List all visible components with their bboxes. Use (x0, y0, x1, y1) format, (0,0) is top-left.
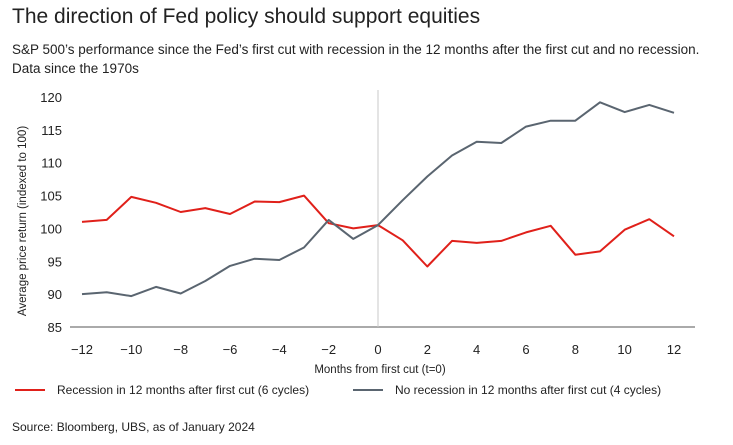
x-tick-label: 0 (374, 342, 381, 357)
x-tick-label: 6 (522, 342, 529, 357)
y-tick-label: 115 (41, 123, 62, 138)
y-tick-label: 95 (48, 254, 62, 269)
y-tick-label: 90 (48, 287, 62, 302)
chart-title: The direction of Fed policy should suppo… (12, 5, 481, 28)
y-axis-title: Average price return (indexed to 100) (17, 126, 29, 316)
x-tick-label: 4 (473, 342, 480, 357)
x-tick-label: −4 (272, 342, 287, 357)
x-tick-label: −10 (120, 342, 142, 357)
legend-item-recession: Recession in 12 months after first cut (… (15, 383, 309, 397)
x-tick-label: −2 (321, 342, 336, 357)
y-tick-label: 100 (40, 221, 62, 236)
y-tick-label: 110 (41, 156, 62, 171)
chart-subtitle: S&P 500’s performance since the Fed’s fi… (12, 42, 700, 76)
legend-item-no-recession: No recession in 12 months after first cu… (353, 383, 661, 397)
x-tick-label: 8 (572, 342, 579, 357)
y-tick-label: 85 (48, 320, 62, 335)
x-tick-label: 12 (667, 342, 681, 357)
x-tick-label: −12 (71, 342, 93, 357)
series-line-no-recession (81, 101, 675, 298)
x-axis-title: Months from first cut (t=0) (314, 364, 445, 376)
x-tick-label: 10 (617, 342, 631, 357)
source-note: Source: Bloomberg, UBS, as of January 20… (12, 420, 255, 434)
y-tick-label: 120 (40, 90, 62, 105)
legend-label-recession: Recession in 12 months after first cut (… (57, 383, 310, 397)
legend-label-no-recession: No recession in 12 months after first cu… (395, 383, 662, 397)
legend-swatch-no-recession (353, 389, 383, 391)
legend-swatch-recession (15, 389, 45, 391)
x-tick-label: −8 (173, 342, 188, 357)
x-tick-label: −6 (223, 342, 238, 357)
x-tick-label: 2 (424, 342, 431, 357)
y-tick-label: 105 (40, 189, 62, 204)
